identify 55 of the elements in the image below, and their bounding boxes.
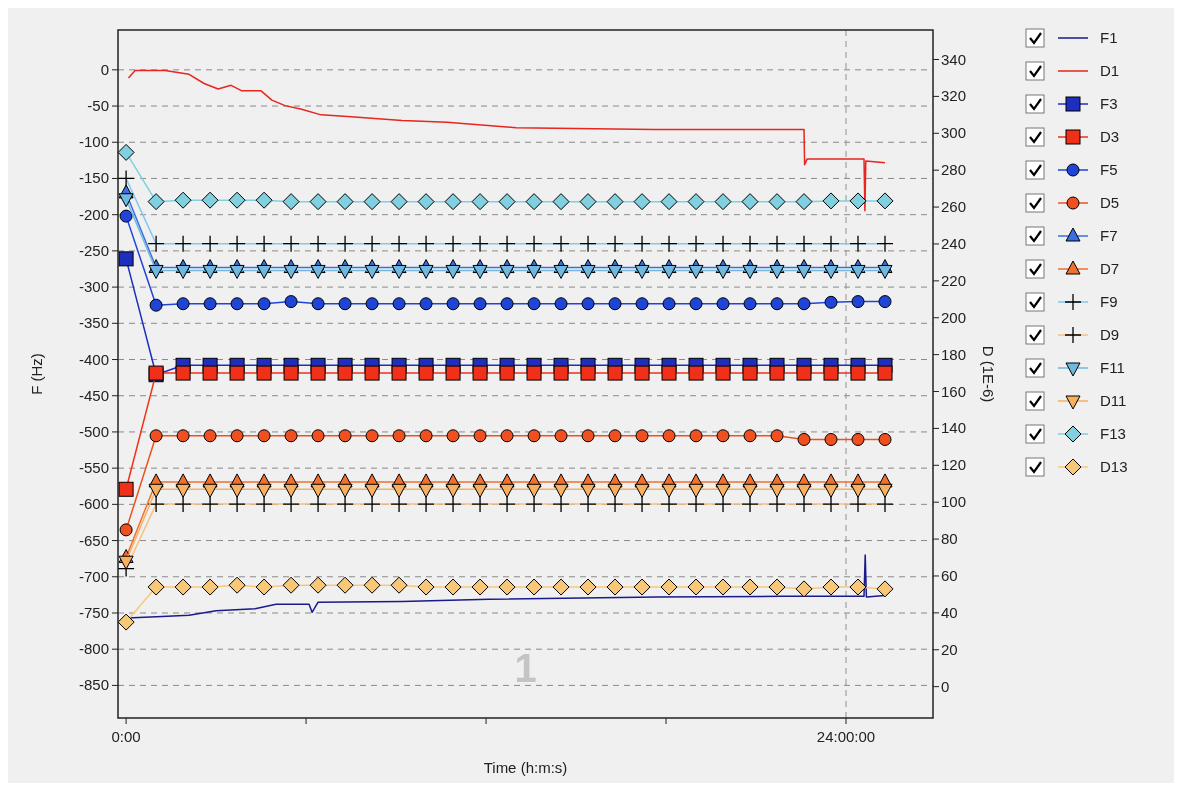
legend-label: D13 bbox=[1100, 458, 1128, 475]
y2-tick-label: 60 bbox=[941, 566, 958, 584]
y2-tick-label: 180 bbox=[941, 345, 967, 363]
y-tick-label: -600 bbox=[78, 495, 109, 513]
y2-tick-label: 160 bbox=[941, 382, 967, 400]
y-tick-label: -850 bbox=[78, 676, 109, 694]
legend-label: F11 bbox=[1100, 359, 1125, 376]
y2-tick-label: 120 bbox=[941, 456, 967, 474]
y2-tick-label: 260 bbox=[941, 198, 967, 216]
legend-label: F1 bbox=[1100, 29, 1118, 46]
legend-label: F13 bbox=[1100, 425, 1126, 442]
y-tick-label: -350 bbox=[78, 314, 109, 332]
legend-label: F7 bbox=[1100, 227, 1118, 244]
y2-tick-label: 20 bbox=[941, 640, 958, 658]
y-tick-label: -400 bbox=[78, 350, 109, 368]
legend-label: D11 bbox=[1100, 392, 1127, 409]
y2-tick-label: 40 bbox=[941, 603, 958, 621]
y2-tick-label: 220 bbox=[941, 271, 967, 289]
x-tick-label: 0:00 bbox=[111, 728, 141, 745]
legend-label: D3 bbox=[1100, 128, 1120, 145]
legend-label: F3 bbox=[1100, 95, 1118, 112]
y-tick-label: -550 bbox=[78, 459, 109, 477]
legend-label: D1 bbox=[1100, 62, 1120, 79]
x-tick-label: 24:00:00 bbox=[816, 728, 876, 745]
legend-label: F9 bbox=[1100, 293, 1118, 310]
y-tick-label: 0 bbox=[100, 60, 109, 78]
y2-tick-label: 80 bbox=[941, 530, 958, 548]
y-tick-label: -650 bbox=[78, 531, 109, 549]
y2-tick-label: 320 bbox=[941, 87, 967, 105]
y-axis-title: F (Hz) bbox=[28, 353, 45, 395]
legend-label: D7 bbox=[1100, 260, 1120, 277]
y2-tick-label: 140 bbox=[941, 419, 967, 437]
y-tick-label: -500 bbox=[78, 422, 109, 440]
y-tick-label: -450 bbox=[78, 386, 109, 404]
y2-tick-label: 0 bbox=[941, 677, 950, 695]
y2-axis-title: D (1E-6) bbox=[980, 345, 997, 403]
y-tick-label: -50 bbox=[87, 97, 109, 115]
y-tick-label: -700 bbox=[78, 567, 109, 585]
y-tick-label: -250 bbox=[78, 241, 109, 259]
y-tick-label: -300 bbox=[78, 278, 109, 296]
y2-tick-label: 200 bbox=[941, 308, 967, 326]
legend-label: F5 bbox=[1100, 161, 1118, 178]
y2-tick-label: 240 bbox=[941, 234, 967, 252]
y2-tick-label: 300 bbox=[941, 124, 967, 142]
y2-tick-label: 280 bbox=[941, 161, 967, 179]
y2-tick-label: 340 bbox=[941, 50, 967, 68]
y-tick-label: -200 bbox=[78, 205, 109, 223]
legend-label: D5 bbox=[1100, 194, 1120, 211]
x-axis-title: Time (h:m:s) bbox=[483, 759, 568, 776]
y-tick-label: -800 bbox=[78, 640, 109, 658]
y-tick-label: -150 bbox=[78, 169, 109, 187]
y-tick-label: -100 bbox=[78, 133, 109, 151]
legend-label: D9 bbox=[1100, 326, 1120, 343]
y2-tick-label: 100 bbox=[941, 493, 967, 511]
y-tick-label: -750 bbox=[78, 603, 109, 621]
